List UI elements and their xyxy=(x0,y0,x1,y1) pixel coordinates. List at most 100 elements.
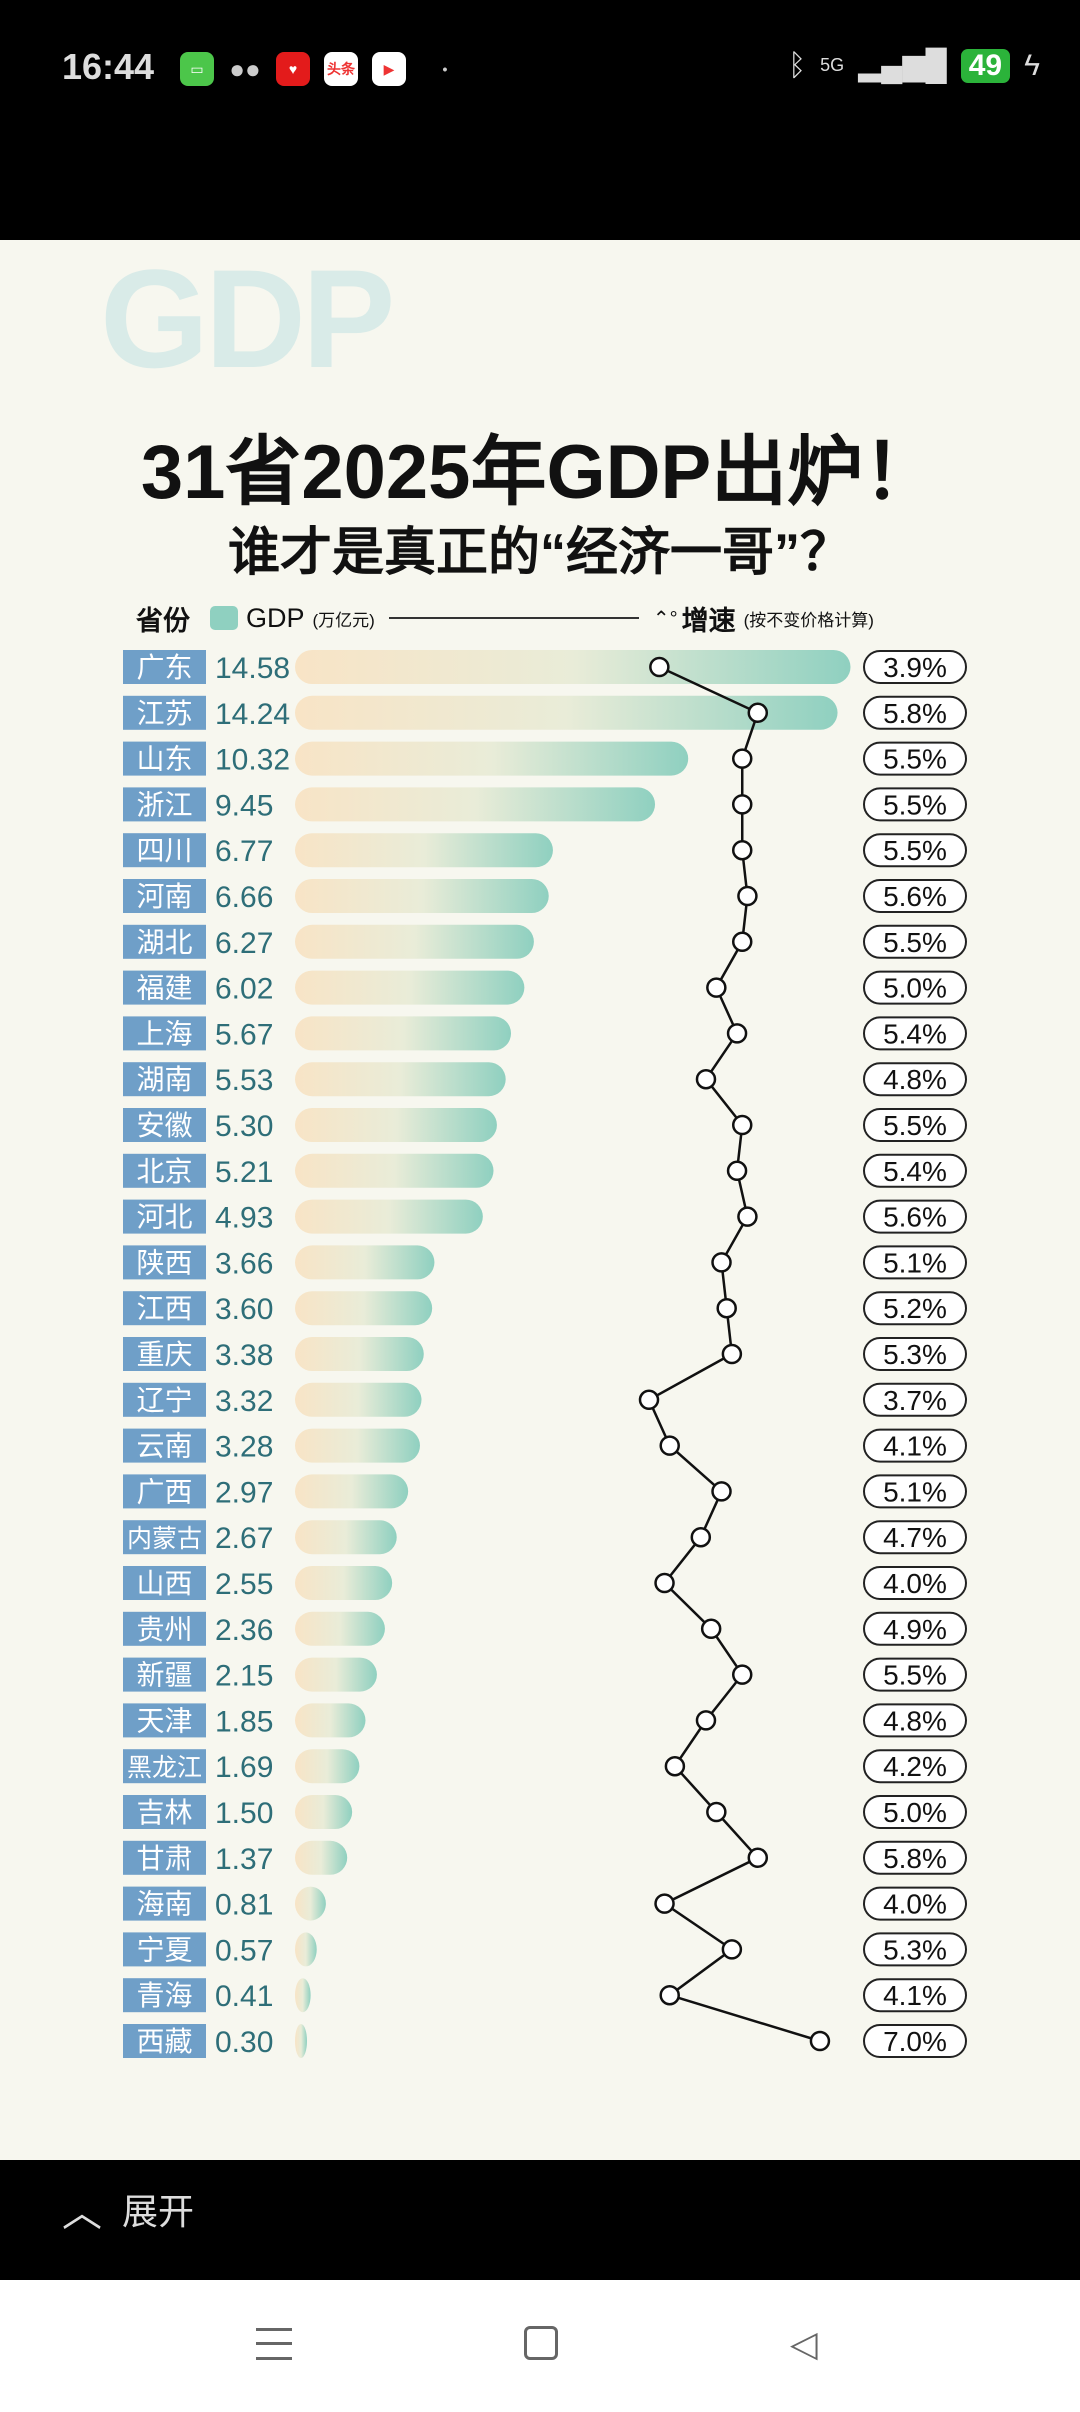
network-label: 5G xyxy=(820,55,845,75)
gdp-value: 0.41 xyxy=(215,1980,273,2013)
growth-pill xyxy=(863,1703,967,1738)
subtitle: 谁才是真正的“经济一哥”？ xyxy=(227,524,852,582)
gdp-value: 0.30 xyxy=(215,2026,273,2059)
growth-point xyxy=(737,1206,758,1227)
growth-pill xyxy=(863,1520,967,1555)
growth-pill xyxy=(863,1153,967,1188)
growth-pill xyxy=(863,879,967,913)
growth-point xyxy=(731,1114,753,1136)
province-label: 湖北 xyxy=(136,927,192,958)
province-label-box xyxy=(123,1932,206,1967)
growth-pill xyxy=(863,1291,967,1326)
province-label: 安徽 xyxy=(136,1110,192,1141)
province-label: 浙江 xyxy=(136,789,192,820)
gdp-bar xyxy=(295,1016,512,1051)
province-label: 宁夏 xyxy=(136,1934,192,1965)
growth-label: 5.4% xyxy=(883,1156,947,1187)
province-label-box xyxy=(123,1291,206,1326)
growth-point xyxy=(726,1023,748,1044)
gdp-bar xyxy=(295,1199,483,1234)
growth-point xyxy=(731,748,753,769)
signal-icon: ▂▄▆█ xyxy=(858,49,947,82)
growth-label: 4.7% xyxy=(883,1522,947,1553)
province-label: 贵州 xyxy=(136,1614,192,1645)
growth-label: 5.5% xyxy=(883,744,947,775)
growth-point xyxy=(747,1847,769,1869)
growth-label: 5.4% xyxy=(883,1018,947,1049)
gdp-value: 6.77 xyxy=(215,835,273,868)
growth-pill xyxy=(863,1474,967,1509)
gdp-value: 1.50 xyxy=(215,1797,273,1830)
back-button[interactable]: ◁ xyxy=(790,2323,818,2364)
growth-point xyxy=(731,794,753,815)
growth-pill xyxy=(863,1062,967,1097)
growth-label: 5.8% xyxy=(883,1843,947,1874)
infographic: GDP 31省2025年GDP出炉！ 谁才是真正的“经济一哥”？ 省份 GDP … xyxy=(0,240,1080,2160)
growth-point xyxy=(659,1435,680,1456)
gdp-value: 0.81 xyxy=(215,1889,273,1922)
growth-label: 4.9% xyxy=(883,1614,947,1645)
menu-button[interactable] xyxy=(256,2328,292,2360)
growth-label: 4.2% xyxy=(883,1751,947,1782)
growth-label: 5.1% xyxy=(883,1476,947,1507)
province-label: 山西 xyxy=(136,1568,192,1599)
growth-pill xyxy=(863,1428,967,1463)
growth-point xyxy=(695,1710,717,1731)
province-label-box xyxy=(123,1337,206,1371)
province-label: 黑龙江 xyxy=(127,1754,202,1782)
province-label: 河北 xyxy=(136,1202,192,1233)
province-label: 福建 xyxy=(136,973,192,1004)
gdp-bar xyxy=(295,1291,433,1326)
growth-point xyxy=(649,656,670,678)
gdp-value: 5.21 xyxy=(215,1156,273,1189)
gdp-bar xyxy=(295,1886,326,1921)
gdp-bar xyxy=(295,1840,348,1875)
growth-pill xyxy=(863,787,967,822)
legend-growth: 增速 xyxy=(681,605,736,636)
growth-point xyxy=(726,1160,748,1182)
province-label-box xyxy=(123,1382,206,1417)
gdp-value: 6.66 xyxy=(215,881,273,914)
growth-label: 4.8% xyxy=(883,1705,947,1736)
growth-point xyxy=(654,1893,675,1914)
gdp-value: 2.36 xyxy=(215,1614,273,1647)
growth-point xyxy=(690,1526,712,1548)
expand-button[interactable]: ︿ 展开 xyxy=(62,2180,194,2238)
legend-divider xyxy=(388,617,639,619)
province-label: 江苏 xyxy=(136,698,192,729)
growth-point xyxy=(747,702,769,724)
growth-label: 5.5% xyxy=(883,789,947,820)
growth-point xyxy=(706,977,727,998)
province-label-box xyxy=(123,833,206,868)
province-label: 陕西 xyxy=(136,1247,192,1278)
legend-gdp: GDP xyxy=(246,602,305,633)
province-label: 新疆 xyxy=(136,1660,192,1691)
gdp-value: 2.15 xyxy=(215,1660,273,1693)
legend-growth-note: (按不变价格计算) xyxy=(743,610,874,630)
chevron-up-icon: ︿ xyxy=(62,2191,102,2235)
status-bar: 16:44 ▭ ●● ♥ 头条 ▶ • ᛒ 5G ▂▄▆█ 49 ϟ xyxy=(0,0,1080,240)
growth-point xyxy=(809,2030,831,2052)
growth-pill xyxy=(863,970,967,1005)
growth-label: 5.5% xyxy=(883,1660,947,1691)
gdp-value: 3.60 xyxy=(215,1293,273,1326)
province-label: 吉林 xyxy=(136,1797,192,1828)
gdp-value: 3.32 xyxy=(215,1385,273,1418)
province-label-box xyxy=(123,1474,206,1509)
gdp-bar xyxy=(295,1978,311,2013)
gdp-bar xyxy=(295,1062,506,1097)
province-label: 上海 xyxy=(136,1018,192,1049)
province-label-box xyxy=(123,2024,206,2058)
gdp-bar xyxy=(295,1153,494,1188)
gdp-value: 3.66 xyxy=(215,1247,273,1280)
province-label-box xyxy=(123,879,206,913)
growth-pill xyxy=(863,1978,967,2013)
gdp-value: 5.53 xyxy=(215,1064,273,1097)
province-label-box xyxy=(123,1153,206,1188)
watermark: GDP xyxy=(100,240,395,397)
home-button[interactable] xyxy=(524,2326,558,2360)
gdp-bar xyxy=(295,833,553,868)
gdp-value: 2.97 xyxy=(215,1476,273,1509)
province-label: 海南 xyxy=(136,1889,192,1920)
growth-label: 5.5% xyxy=(883,835,947,866)
